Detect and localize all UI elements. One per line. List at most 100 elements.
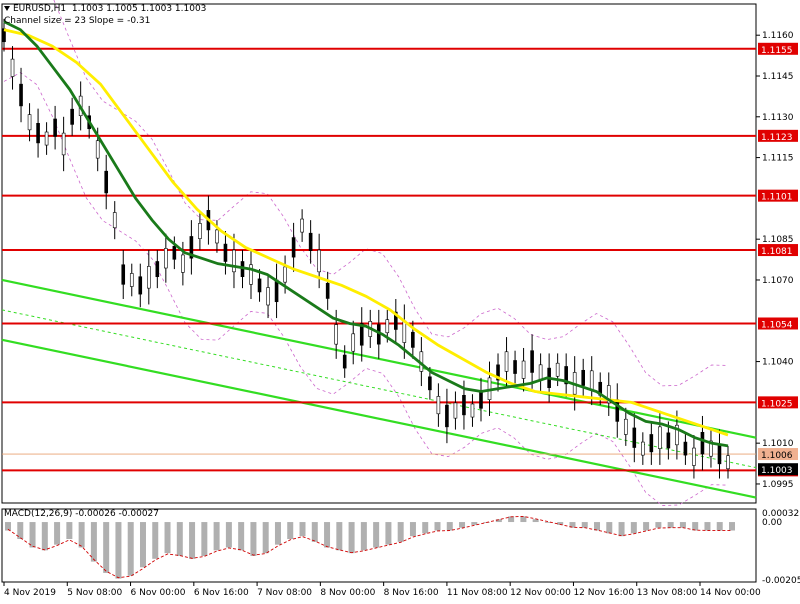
fast-ma-line (3, 20, 729, 448)
x-tick-label: 8 Nov 16:00 (384, 588, 439, 598)
candle-body (470, 403, 475, 418)
channel-info: Channel size = 23 Slope = -0.31 (4, 16, 151, 26)
x-tick-label: 12 Nov 16:00 (573, 588, 634, 598)
candle-body (257, 278, 262, 293)
macd-bar (66, 522, 73, 540)
macd-bar (54, 522, 61, 545)
candle-body (641, 441, 645, 456)
candle-body (359, 323, 364, 346)
y-tick-label: 1.1115 (762, 154, 794, 164)
candle-body (394, 311, 398, 330)
slow-ma-line (3, 28, 729, 437)
candle-body (283, 266, 287, 283)
candle-body (342, 354, 347, 369)
macd-bar (618, 522, 625, 537)
macd-bar (250, 522, 257, 556)
macd-bar (667, 522, 674, 528)
candle-body (632, 427, 637, 448)
candle-body (589, 370, 594, 391)
macd-bar (139, 522, 146, 568)
candle-body (479, 390, 483, 409)
main-plot-frame (1, 3, 757, 504)
candle-body (232, 249, 236, 273)
candle-body (266, 287, 270, 306)
x-tick-label: 5 Nov 08:00 (67, 588, 122, 598)
candle-body (462, 394, 466, 416)
candle-body (53, 118, 57, 137)
candle-body (44, 131, 49, 146)
macd-bar (446, 522, 453, 531)
candle-body (385, 319, 390, 334)
candle-body (402, 320, 407, 343)
macd-bar (152, 522, 159, 559)
level-label-1.1025: 1.1025 (761, 399, 793, 409)
macd-bar (373, 522, 380, 548)
candle-body (436, 396, 441, 415)
candle-body (215, 229, 219, 244)
candle-body (709, 440, 713, 457)
candle-body (325, 282, 330, 299)
level-badge-1.1155 (758, 42, 798, 55)
x-tick-label: 7 Nov 08:00 (257, 588, 312, 598)
macd-bar (299, 522, 306, 537)
y-tick-label: 1.1070 (762, 276, 794, 286)
macd-bar (520, 516, 527, 523)
y-tick-label: 1.1010 (762, 439, 794, 449)
macd-bar (90, 522, 97, 562)
macd-bar (434, 522, 441, 531)
candle-body (658, 426, 662, 449)
macd-bar (29, 522, 36, 548)
candle-body (70, 108, 74, 125)
y-tick-label: 1.0995 (762, 480, 794, 490)
candle-body (27, 114, 32, 131)
x-tick-label: 4 Nov 2019 (4, 588, 56, 598)
macd-bar (127, 522, 134, 576)
macd-bar (262, 522, 269, 554)
macd-bar (348, 522, 355, 554)
level-badge-1.1054 (758, 317, 798, 330)
candle-body (121, 264, 126, 285)
macd-label: MACD(12,26,9) -0.00026 -0.00027 (4, 509, 160, 519)
level-label-1.1155: 1.1155 (761, 46, 793, 56)
candle-body (95, 140, 100, 159)
candle-body (606, 385, 611, 404)
candle-body (223, 243, 228, 262)
candle-body (649, 434, 654, 453)
candle-body (112, 212, 117, 229)
macd-bar (569, 522, 576, 528)
candle-body (61, 132, 66, 156)
macd-bar (176, 522, 183, 556)
candle-body (504, 351, 509, 372)
candle-body (683, 441, 688, 456)
macd-bar (557, 522, 564, 525)
candle-body (129, 273, 134, 287)
macd-scale-scale_bottom: -0.00205 (762, 576, 800, 586)
candle-body (623, 418, 628, 435)
macd-scale-scale_zero: 0.00 (762, 518, 782, 528)
macd-bar (643, 522, 650, 531)
level-label-1.1101: 1.1101 (761, 193, 793, 203)
macd-scale-scale_top: 0.00032 (762, 509, 799, 519)
macd-bar (274, 522, 281, 545)
chart-header: EURUSD,H1 1.1003 1.1005 1.1003 1.1003 (4, 4, 206, 15)
level-badge-1.1025 (758, 396, 798, 409)
candle-body (564, 366, 568, 385)
candle-body (428, 376, 432, 391)
candle-body (351, 333, 356, 352)
candle-body (274, 279, 279, 303)
candle-body (453, 402, 458, 419)
y-tick-label: 1.1160 (762, 31, 794, 41)
x-tick-label: 6 Nov 00:00 (131, 588, 186, 598)
x-tick-label: 11 Nov 08:00 (447, 588, 508, 598)
macd-bar (544, 522, 551, 523)
macd-bar (360, 522, 367, 551)
candle-body (496, 364, 500, 381)
collapse-triangle-icon[interactable] (4, 6, 10, 11)
y-tick-label: 1.1040 (762, 358, 794, 368)
macd-bar (189, 522, 196, 559)
macd-bar (238, 522, 245, 551)
level-label-1.1054: 1.1054 (761, 320, 793, 330)
macd-signal-line (7, 515, 732, 579)
y-tick-label: 1.1085 (762, 235, 794, 245)
macd-bar (716, 522, 723, 531)
